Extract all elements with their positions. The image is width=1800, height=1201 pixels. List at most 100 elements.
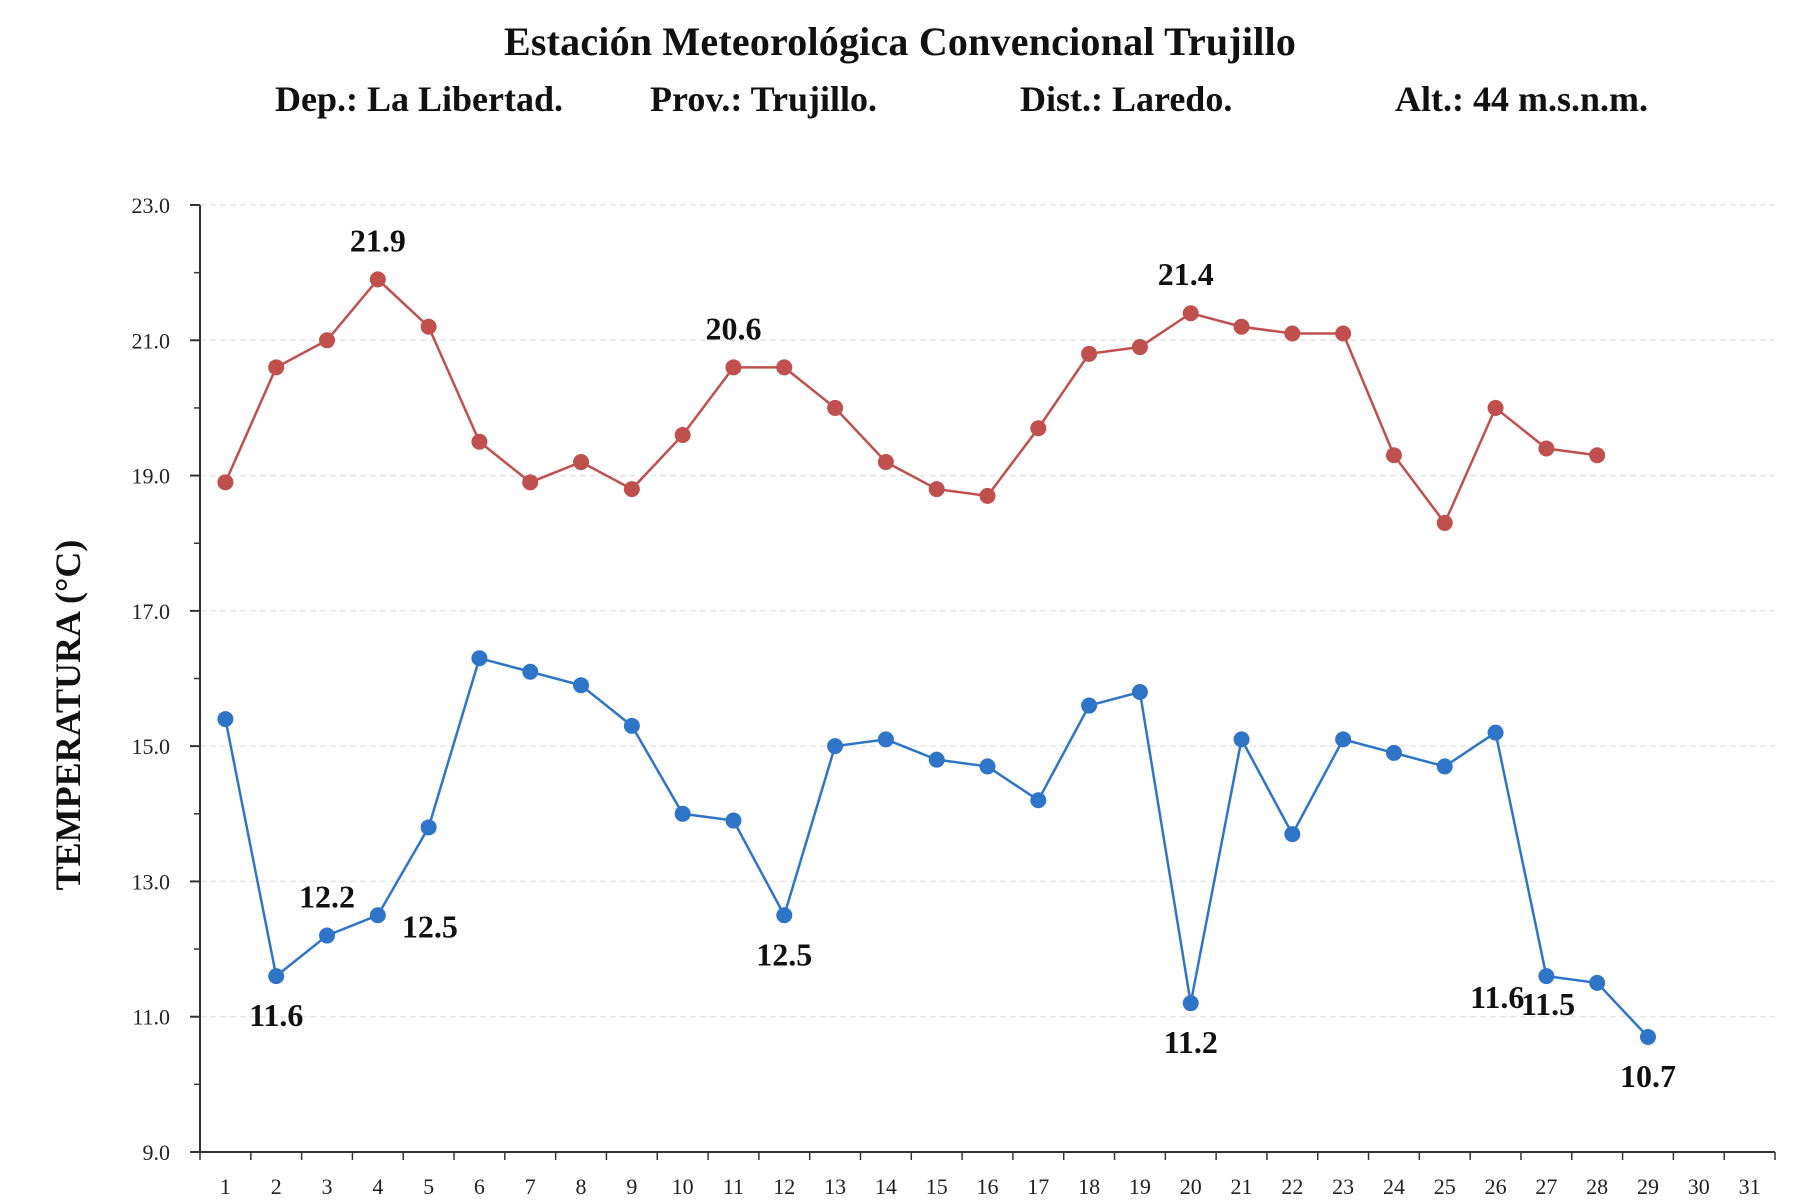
data-point [928, 481, 945, 498]
x-tick-label: 15 [926, 1174, 948, 1199]
data-point [1081, 345, 1098, 362]
x-tick-label: 19 [1129, 1174, 1151, 1199]
data-point [1284, 325, 1301, 342]
data-point [674, 426, 691, 443]
data-point [1131, 339, 1148, 356]
data-point [725, 359, 742, 376]
x-tick-label: 27 [1535, 1174, 1557, 1199]
x-tick-label: 1 [220, 1174, 231, 1199]
y-tick-label: 21.0 [132, 328, 171, 353]
data-point [471, 650, 488, 667]
data-point [1589, 974, 1606, 991]
x-tick-label: 5 [423, 1174, 434, 1199]
y-tick-labels: 9.0 11.0 13.0 15.0 17.0 19.0 21.0 23.0 [132, 193, 171, 1165]
x-tick-label: 14 [875, 1174, 897, 1199]
series-line-2 [224, 656, 1649, 1038]
data-label: 12.2 [299, 879, 355, 915]
data-point [827, 399, 844, 416]
data-point [979, 758, 996, 775]
data-point [268, 968, 285, 985]
axes [190, 204, 1776, 1160]
x-tick-label: 30 [1688, 1174, 1710, 1199]
data-point [1436, 758, 1453, 775]
chart-title: Estación Meteorológica Convencional Truj… [503, 19, 1297, 64]
x-tick-labels: 1 2 3 4 5 6 7 8 9 10 11 12 13 14 15 16 17 18 19 20 21 22 23 24 2… [220, 1174, 1761, 1199]
data-point [319, 332, 336, 349]
data-point [319, 927, 336, 944]
data-point [877, 454, 894, 471]
data-point [573, 677, 590, 694]
x-tick-label: 9 [626, 1174, 637, 1199]
x-tick-label: 12 [773, 1174, 795, 1199]
data-point [1335, 731, 1352, 748]
x-tick-label: 22 [1281, 1174, 1303, 1199]
data-label: 11.6 [249, 997, 303, 1033]
data-label: 11.2 [1164, 1024, 1218, 1060]
data-label: 12.5 [402, 908, 458, 944]
data-point [420, 819, 437, 836]
data-label: 11.5 [1521, 986, 1575, 1022]
data-point [623, 481, 640, 498]
data-point [1589, 447, 1606, 464]
data-labels: 21.920.621.411.612.212.512.511.211.611.5… [249, 222, 1676, 1094]
data-point [217, 711, 234, 728]
data-label: 10.7 [1620, 1058, 1676, 1094]
data-point [1030, 420, 1047, 437]
x-tick-label: 18 [1078, 1174, 1100, 1199]
x-tick-label: 10 [672, 1174, 694, 1199]
data-point [1487, 724, 1504, 741]
data-point [1538, 968, 1555, 985]
data-point [1436, 514, 1453, 531]
x-tick-label: 29 [1637, 1174, 1659, 1199]
data-label: 21.9 [350, 222, 406, 258]
data-point [1639, 1029, 1656, 1046]
data-point [1081, 697, 1098, 714]
data-label: 11.6 [1470, 979, 1524, 1015]
chart-subtitle: Dep.: La Libertad. Prov.: Trujillo. Dist… [0, 78, 1800, 128]
x-tick-label: 21 [1231, 1174, 1253, 1199]
y-tick-label: 15.0 [132, 734, 171, 759]
x-tick-label: 23 [1332, 1174, 1354, 1199]
x-tick-label: 2 [271, 1174, 282, 1199]
data-point [420, 318, 437, 335]
data-point [1131, 684, 1148, 701]
subtitle-dist: Dist.: Laredo. [1020, 79, 1233, 119]
data-point [623, 717, 640, 734]
x-tick-label: 25 [1434, 1174, 1456, 1199]
subtitle-dep: Dep.: La Libertad. [275, 79, 563, 119]
x-tick-label: 7 [525, 1174, 536, 1199]
data-point [827, 738, 844, 755]
data-point [877, 731, 894, 748]
x-tick-label: 24 [1383, 1174, 1405, 1199]
data-point [776, 907, 793, 924]
data-point [979, 487, 996, 504]
x-tick-label: 13 [824, 1174, 846, 1199]
data-point [1487, 399, 1504, 416]
x-tick-label: 6 [474, 1174, 485, 1199]
data-point [1233, 731, 1250, 748]
data-point [1030, 792, 1047, 809]
data-point [268, 359, 285, 376]
x-tick-label: 4 [372, 1174, 383, 1199]
grid-lines [200, 204, 1775, 1018]
y-tick-label: 17.0 [132, 599, 171, 624]
series-lines [217, 271, 1656, 1046]
y-tick-label: 9.0 [143, 1140, 171, 1165]
data-label: 21.4 [1158, 256, 1214, 292]
data-point [1538, 440, 1555, 457]
data-label: 20.6 [705, 310, 761, 346]
y-tick-label: 23.0 [132, 193, 171, 218]
data-point [1385, 447, 1402, 464]
x-tick-label: 17 [1027, 1174, 1049, 1199]
data-point [1182, 305, 1199, 322]
x-tick-label: 3 [322, 1174, 333, 1199]
data-point [674, 805, 691, 822]
data-point [1182, 995, 1199, 1012]
y-tick-label: 19.0 [132, 464, 171, 489]
x-tick-label: 8 [576, 1174, 587, 1199]
data-point [1284, 826, 1301, 843]
x-tick-label: 11 [723, 1174, 744, 1199]
data-label: 12.5 [756, 936, 812, 972]
data-point [369, 907, 386, 924]
